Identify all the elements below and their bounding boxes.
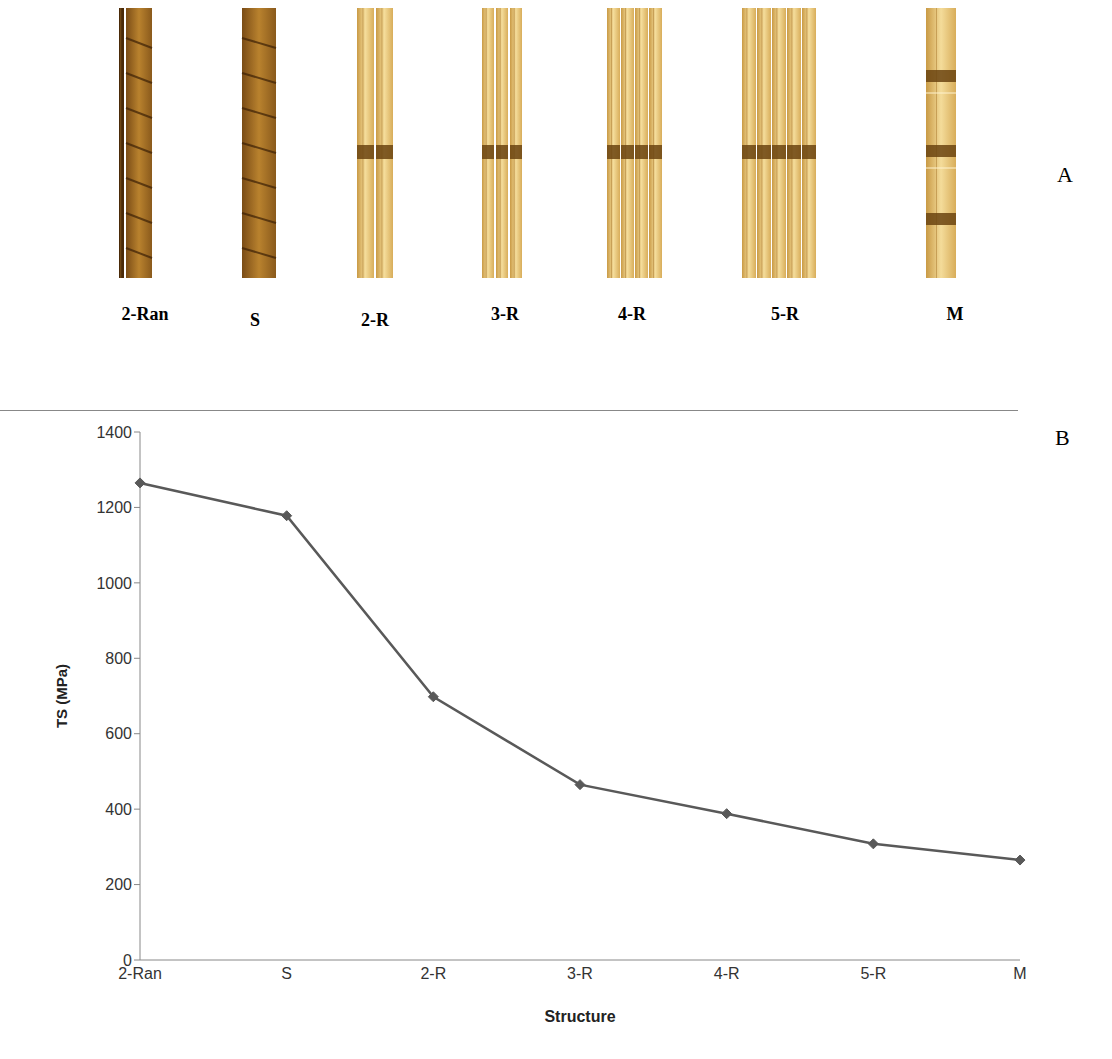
svg-text:TS (MPa): TS (MPa) [53,664,70,728]
svg-text:S: S [281,965,292,982]
svg-text:2-Ran: 2-Ran [121,304,168,324]
svg-text:S: S [250,310,260,330]
svg-text:1000: 1000 [96,575,132,592]
svg-text:600: 600 [105,725,132,742]
svg-text:5-R: 5-R [771,304,800,324]
svg-text:5-R: 5-R [860,965,886,982]
svg-text:M: M [947,304,964,324]
svg-text:2-R: 2-R [361,310,390,330]
svg-text:3-R: 3-R [567,965,593,982]
svg-text:1400: 1400 [96,424,132,441]
svg-text:Structure: Structure [544,1008,615,1025]
svg-text:3-R: 3-R [491,304,520,324]
svg-text:0: 0 [123,952,132,969]
svg-text:M: M [1013,965,1026,982]
svg-text:200: 200 [105,876,132,893]
svg-text:800: 800 [105,650,132,667]
svg-text:A: A [1057,162,1073,187]
svg-text:2-Ran: 2-Ran [118,965,162,983]
svg-text:2-R: 2-R [420,965,446,982]
svg-text:4-R: 4-R [618,304,647,324]
svg-text:1200: 1200 [96,499,132,516]
html-text:B: B [1055,425,1070,450]
svg-text:4-R: 4-R [714,965,740,982]
svg-text:400: 400 [105,801,132,818]
